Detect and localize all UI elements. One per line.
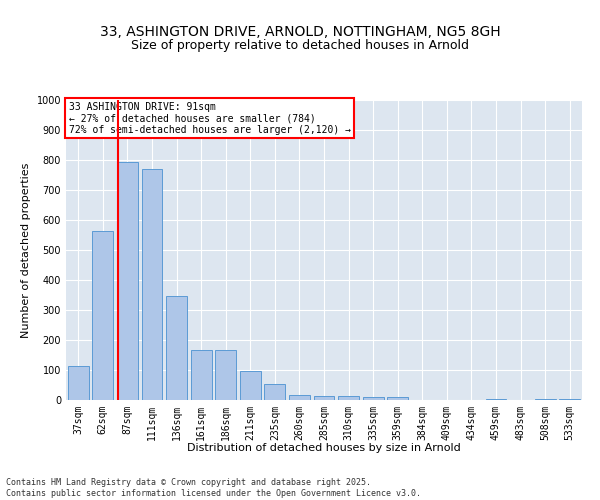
Bar bbox=[117, 162, 138, 400]
Bar bbox=[68, 366, 89, 400]
Bar bbox=[92, 231, 113, 400]
Bar bbox=[559, 398, 580, 400]
Bar bbox=[191, 350, 212, 400]
Text: Contains HM Land Registry data © Crown copyright and database right 2025.
Contai: Contains HM Land Registry data © Crown c… bbox=[6, 478, 421, 498]
Bar bbox=[338, 396, 359, 400]
Bar bbox=[535, 398, 556, 400]
Y-axis label: Number of detached properties: Number of detached properties bbox=[21, 162, 31, 338]
Bar bbox=[362, 397, 383, 400]
Bar bbox=[485, 398, 506, 400]
Bar bbox=[215, 350, 236, 400]
X-axis label: Distribution of detached houses by size in Arnold: Distribution of detached houses by size … bbox=[187, 443, 461, 453]
Bar bbox=[265, 384, 286, 400]
Text: Size of property relative to detached houses in Arnold: Size of property relative to detached ho… bbox=[131, 38, 469, 52]
Text: 33 ASHINGTON DRIVE: 91sqm
← 27% of detached houses are smaller (784)
72% of semi: 33 ASHINGTON DRIVE: 91sqm ← 27% of detac… bbox=[68, 102, 350, 134]
Bar bbox=[166, 296, 187, 400]
Bar bbox=[314, 396, 334, 400]
Bar bbox=[387, 397, 408, 400]
Bar bbox=[289, 394, 310, 400]
Bar bbox=[142, 168, 163, 400]
Text: 33, ASHINGTON DRIVE, ARNOLD, NOTTINGHAM, NG5 8GH: 33, ASHINGTON DRIVE, ARNOLD, NOTTINGHAM,… bbox=[100, 26, 500, 40]
Bar bbox=[240, 370, 261, 400]
